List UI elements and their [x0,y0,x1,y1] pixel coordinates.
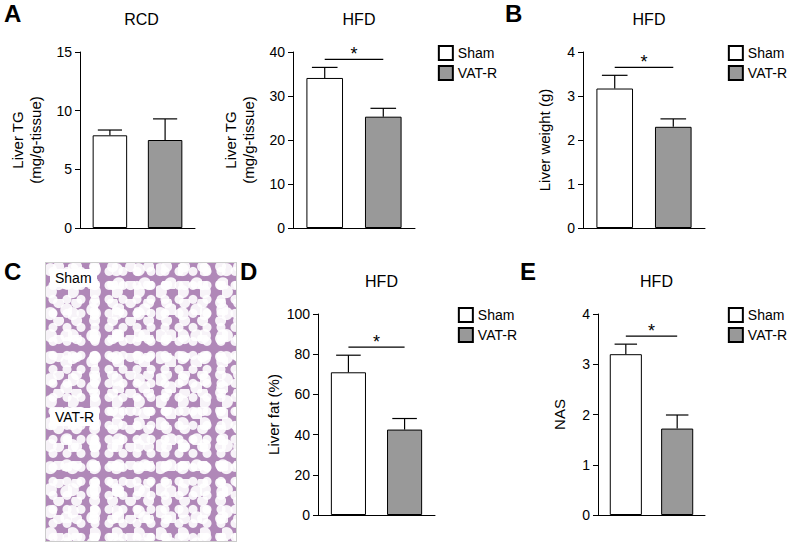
svg-text:4: 4 [582,306,590,322]
svg-text:*: * [648,321,655,341]
svg-text:Sham: Sham [748,45,785,61]
svg-text:2: 2 [567,132,575,148]
html-text:C: C [4,258,22,285]
svg-text:Liver TG: Liver TG [9,111,26,168]
svg-text:Sham: Sham [458,45,495,61]
svg-text:20: 20 [269,132,285,148]
svg-text:0: 0 [582,507,590,523]
svg-text:Sham: Sham [478,307,515,323]
html-text:VAT-R: VAT-R [55,409,95,425]
svg-text:Liver weight (g): Liver weight (g) [536,89,553,192]
svg-text:20: 20 [294,467,310,483]
svg-text:1: 1 [567,176,575,192]
svg-text:5: 5 [64,161,72,177]
svg-text:*: * [640,52,647,72]
svg-text:RCD: RCD [124,11,159,28]
svg-text:3: 3 [582,356,590,372]
svg-text:4: 4 [567,44,575,60]
svg-text:(mg/g-tissue): (mg/g-tissue) [27,96,44,184]
svg-text:0: 0 [567,220,575,236]
html-text:D: D [240,258,258,285]
svg-text:*: * [350,44,357,64]
svg-text:HFD: HFD [633,11,666,28]
html-text:A: A [4,0,22,27]
html-text:B: B [505,0,523,27]
svg-text:40: 40 [294,427,310,443]
svg-text:60: 60 [294,386,310,402]
svg-text:3: 3 [567,88,575,104]
svg-text:VAT-R: VAT-R [458,65,497,81]
svg-text:HFD: HFD [365,273,398,290]
svg-text:30: 30 [269,88,285,104]
svg-text:100: 100 [287,306,311,322]
svg-text:VAT-R: VAT-R [748,327,787,343]
html-text:E: E [520,258,536,285]
svg-text:VAT-R: VAT-R [478,327,517,343]
svg-text:(mg/g-tissue): (mg/g-tissue) [240,96,257,184]
svg-text:40: 40 [269,44,285,60]
svg-text:10: 10 [56,103,72,119]
svg-text:0: 0 [277,220,285,236]
html-text:Sham: Sham [55,270,92,286]
svg-text:Liver fat (%): Liver fat (%) [265,374,282,455]
svg-text:0: 0 [302,507,310,523]
svg-text:VAT-R: VAT-R [748,65,787,81]
svg-text:80: 80 [294,346,310,362]
svg-text:Sham: Sham [748,307,785,323]
svg-text:15: 15 [56,44,72,60]
svg-text:0: 0 [64,220,72,236]
svg-text:2: 2 [582,407,590,423]
svg-text:HFD: HFD [640,273,673,290]
svg-text:10: 10 [269,176,285,192]
svg-text:*: * [373,332,380,352]
svg-text:Liver TG: Liver TG [222,111,239,168]
svg-text:HFD: HFD [343,11,376,28]
svg-text:NAS: NAS [551,399,568,430]
svg-text:1: 1 [582,457,590,473]
